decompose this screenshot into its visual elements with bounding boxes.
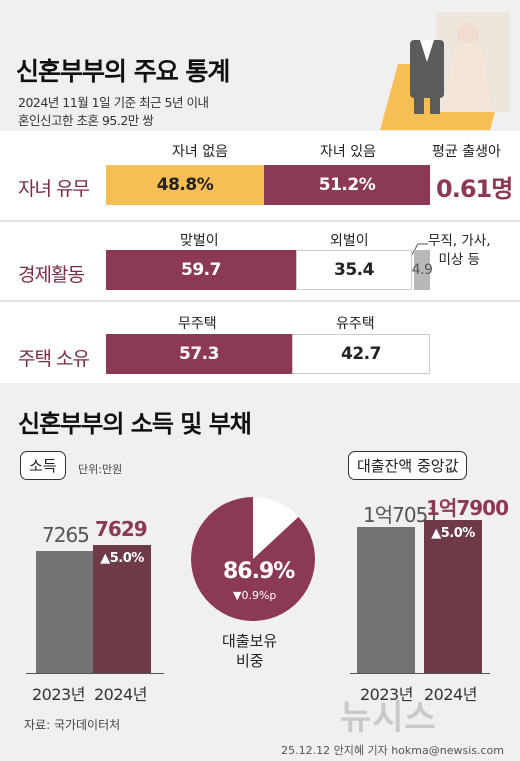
loan-change: ▲5.0% bbox=[431, 526, 475, 541]
bar-no-children: 48.8% bbox=[106, 165, 264, 205]
loan-year-2024: 2024년 bbox=[424, 685, 477, 704]
bar-label-other: 4.9 bbox=[411, 262, 433, 278]
income-change: ▲5.0% bbox=[100, 551, 144, 566]
income-unit: 단위:만원 bbox=[78, 463, 123, 476]
page-title: 신혼부부의 주요 통계 bbox=[16, 57, 230, 86]
income-2023-value: 7265 bbox=[42, 523, 90, 547]
row-label-housing: 주택 소유 bbox=[18, 348, 90, 370]
col-label-avg-births: 평균 출생아 bbox=[432, 144, 501, 160]
source-text: 자료: 국가데이터처 bbox=[24, 718, 121, 732]
income-2024-value: 7629 bbox=[95, 517, 148, 541]
bar-label-no-house: 57.3 bbox=[179, 344, 219, 364]
col-label-other-line2: 미상 등 bbox=[438, 252, 481, 268]
income-bar-2023 bbox=[36, 551, 94, 673]
bar-has-house: 42.7 bbox=[292, 334, 430, 374]
bar-single-income: 35.4 bbox=[296, 250, 412, 290]
subtitle-line1: 2024년 11월 1일 기준 최근 5년 이내 bbox=[18, 95, 209, 110]
bar-label-dual-income: 59.7 bbox=[181, 260, 221, 280]
col-label-has-house: 유주택 bbox=[336, 316, 375, 332]
row-label-children: 자녀 유무 bbox=[18, 178, 90, 200]
col-label-single-income: 외벌이 bbox=[330, 233, 369, 249]
callout-line bbox=[409, 243, 428, 258]
bar-label-no-children: 48.8% bbox=[156, 175, 214, 195]
couple-illustration bbox=[380, 12, 510, 130]
income-axis bbox=[26, 673, 164, 674]
avg-births-value: 0.61명 bbox=[436, 175, 513, 203]
income-bar-2024: ▲5.0% bbox=[93, 545, 151, 673]
section2-title: 신혼부부의 소득 및 부채 bbox=[18, 410, 252, 438]
subtitle-line2: 혼인신고한 초혼 95.2만 쌍 bbox=[18, 113, 154, 128]
pie-slice-loan bbox=[190, 497, 315, 621]
bar-no-house: 57.3 bbox=[106, 334, 292, 374]
groom-figure bbox=[410, 40, 444, 114]
bar-other: 4.9 bbox=[411, 250, 433, 290]
col-label-no-house: 무주택 bbox=[178, 316, 217, 332]
bar-label-has-house: 42.7 bbox=[341, 344, 381, 364]
loan-2024-value: 1억7900 bbox=[426, 496, 509, 520]
loan-ratio-label1: 대출보유 bbox=[222, 632, 278, 650]
newsis-watermark: 뉴시스 bbox=[340, 698, 437, 738]
loan-ratio-pie bbox=[190, 497, 315, 621]
bar-has-children: 51.2% bbox=[264, 165, 430, 205]
loan-bar-2024: ▲5.0% bbox=[424, 520, 482, 673]
loan-bar-2023 bbox=[357, 527, 415, 673]
bride-figure bbox=[444, 23, 492, 112]
bar-label-has-children: 51.2% bbox=[318, 175, 376, 195]
row-label-economy: 경제활동 bbox=[18, 264, 85, 286]
credit-text: 25.12.12 안지혜 기자 hokma@newsis.com bbox=[281, 744, 504, 757]
col-label-other: 무직, 가사, 미상 등 bbox=[428, 232, 491, 270]
col-label-dual-income: 맞벌이 bbox=[180, 233, 219, 249]
loan-ratio-value: 86.9% bbox=[223, 559, 295, 584]
col-label-no-children: 자녀 없음 bbox=[172, 144, 228, 160]
loan-year-2023: 2023년 bbox=[360, 685, 413, 704]
income-year-2024: 2024년 bbox=[94, 685, 147, 704]
loan-ratio-change: ▼0.9%p bbox=[233, 589, 277, 602]
bar-label-single-income: 35.4 bbox=[334, 260, 374, 280]
income-year-2023: 2023년 bbox=[32, 685, 85, 704]
income-box-label: 소득 bbox=[20, 451, 66, 480]
bar-dual-income: 59.7 bbox=[106, 250, 296, 290]
loan-ratio-label2: 비중 bbox=[236, 652, 264, 670]
loan-axis bbox=[350, 673, 490, 674]
col-label-has-children: 자녀 있음 bbox=[320, 144, 376, 160]
loan-box-label: 대출잔액 중앙값 bbox=[348, 451, 468, 480]
col-label-other-line1: 무직, 가사, bbox=[428, 233, 491, 249]
